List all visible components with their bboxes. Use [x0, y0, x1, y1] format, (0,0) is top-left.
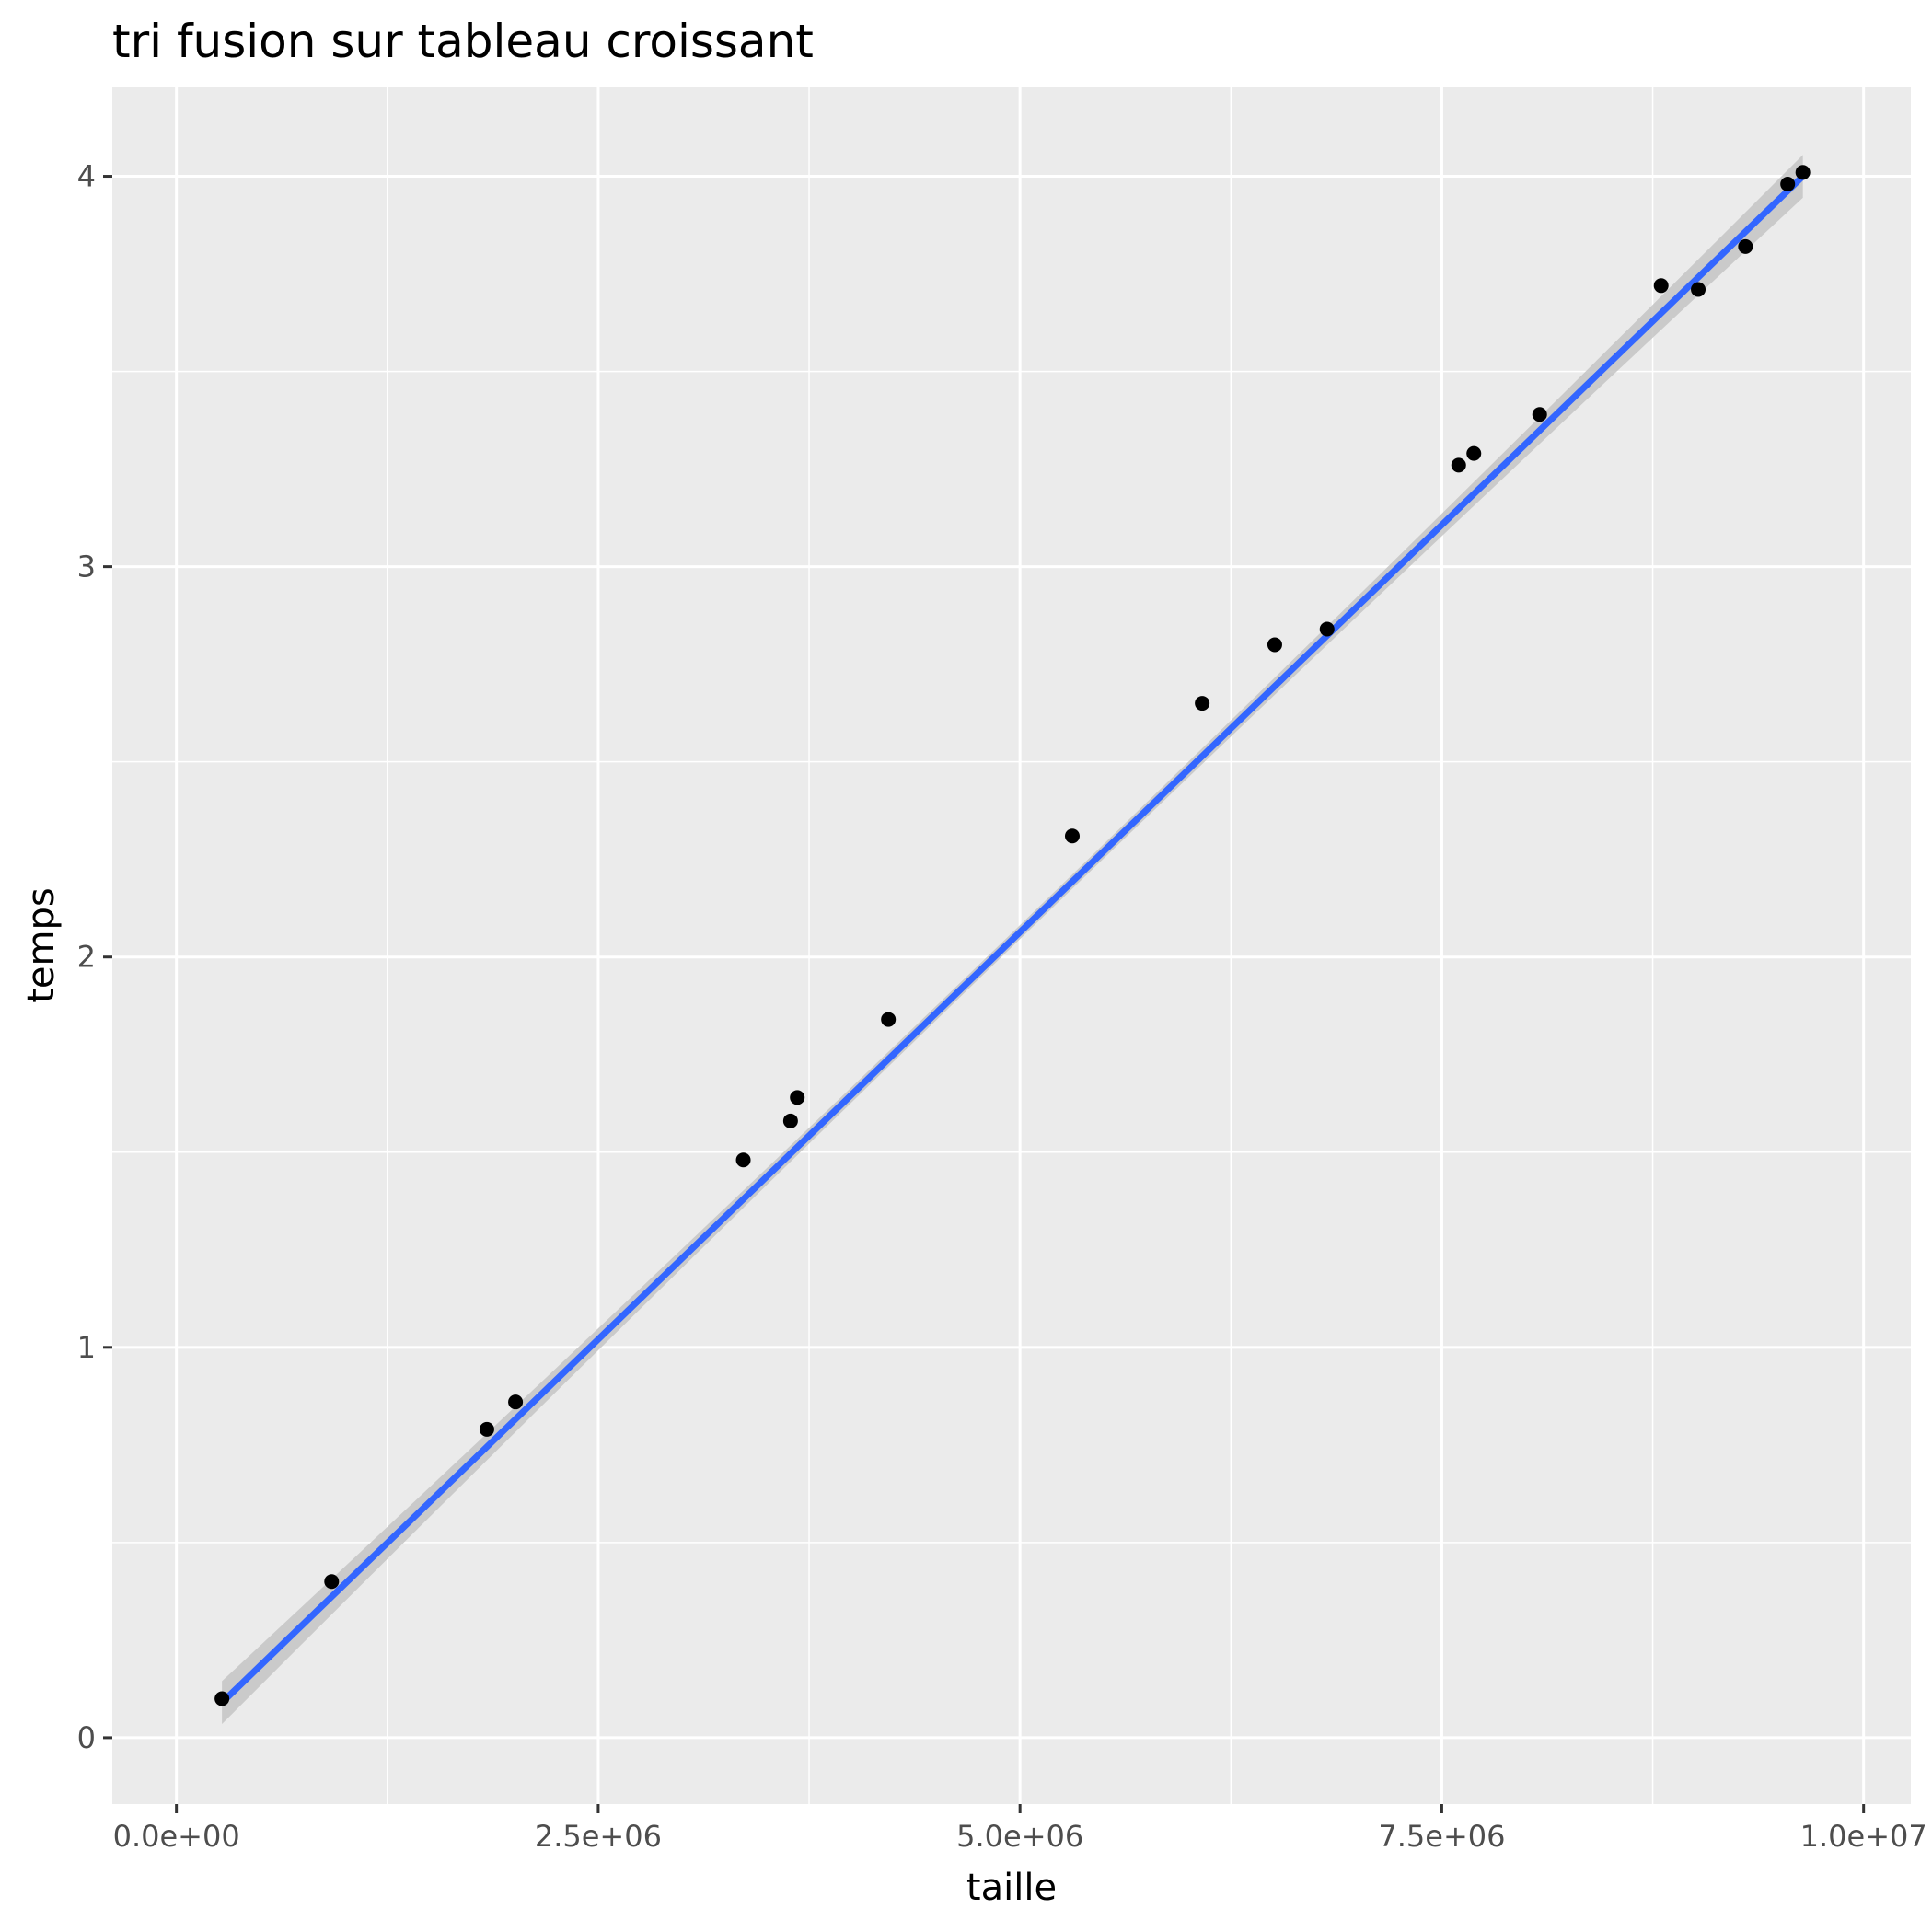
data-point	[1267, 637, 1282, 653]
x-axis-title: taille	[966, 1867, 1057, 1909]
data-point	[1780, 177, 1796, 192]
data-point	[790, 1090, 805, 1105]
major-gridlines	[112, 87, 1911, 1804]
y-tick-label: 2	[77, 940, 96, 975]
data-point	[1466, 445, 1482, 461]
x-tick-label: 0.0e+00	[113, 1819, 240, 1854]
x-axis-ticks: 0.0e+00 2.5e+06 5.0e+06 7.5e+06 1.0e+07	[113, 1804, 1927, 1854]
fit-line-group	[219, 174, 1806, 1706]
y-tick-label: 0	[77, 1720, 96, 1755]
data-point	[508, 1394, 524, 1410]
data-point	[1319, 621, 1335, 637]
x-tick-label: 2.5e+06	[535, 1819, 662, 1854]
y-axis-title: temps	[20, 887, 63, 1003]
data-point	[1653, 278, 1669, 294]
minor-gridlines	[112, 87, 1911, 1804]
x-tick-label: 7.5e+06	[1378, 1819, 1505, 1854]
data-point	[735, 1152, 751, 1168]
chart-title: tri fusion sur tableau croissant	[112, 15, 814, 68]
data-point	[324, 1574, 340, 1590]
y-tick-label: 3	[77, 550, 96, 584]
data-point	[1795, 165, 1811, 180]
y-axis-ticks: 0 1 2 3 4	[77, 159, 112, 1755]
data-point	[1691, 282, 1706, 297]
data-point	[1195, 696, 1210, 711]
x-tick-label: 1.0e+07	[1800, 1819, 1927, 1854]
data-point	[782, 1113, 798, 1128]
data-point	[881, 1012, 897, 1027]
data-point	[214, 1691, 230, 1706]
data-point	[479, 1421, 494, 1437]
y-tick-label: 4	[77, 159, 96, 194]
data-point	[1064, 828, 1080, 844]
data-point	[1532, 407, 1547, 422]
data-point	[1738, 238, 1753, 254]
x-tick-label: 5.0e+06	[956, 1819, 1083, 1854]
fit-line	[219, 174, 1806, 1706]
data-point	[1451, 457, 1466, 473]
y-tick-label: 1	[77, 1330, 96, 1365]
data-points	[214, 165, 1811, 1706]
